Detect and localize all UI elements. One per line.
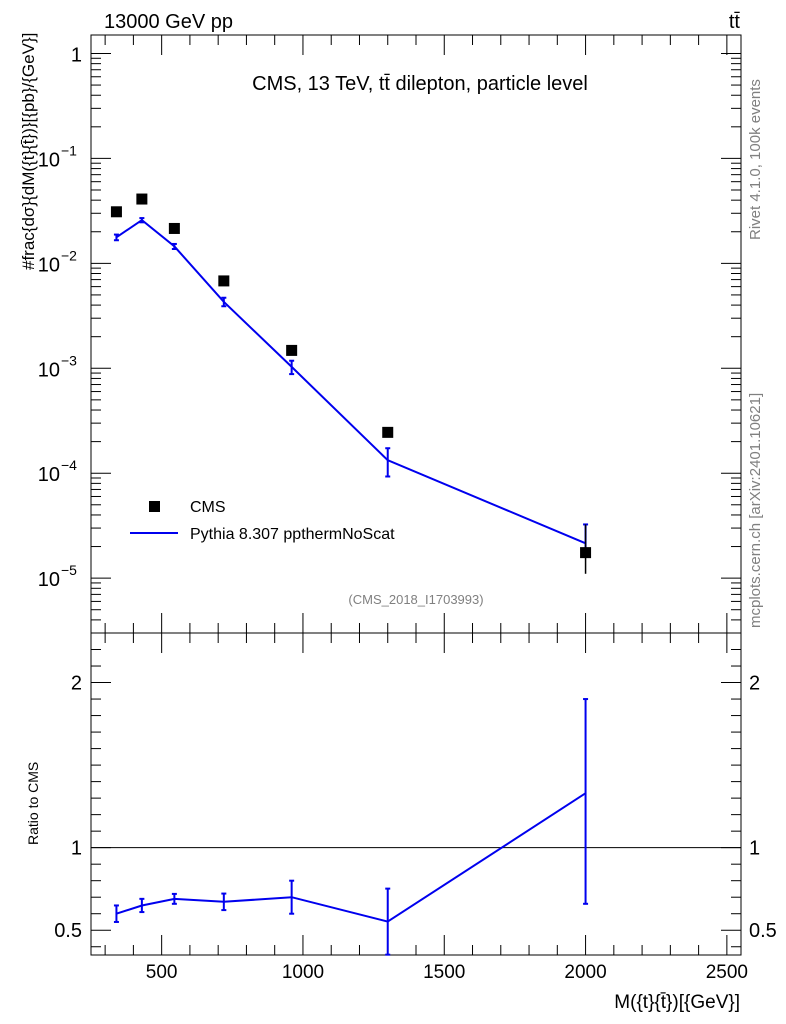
ratio-x-tick-label: 1500	[423, 962, 465, 983]
cms-point	[168, 222, 180, 234]
main-y-tick-label: 10	[38, 254, 60, 276]
ratio-panel: 0.5 0.5 1 1 2 2 500 1000 1500 2000 2500 Ratio to …	[25, 632, 777, 1013]
ratio-y-tick-label-right: 1	[749, 838, 760, 860]
main-y-tick-label: 10	[38, 149, 60, 171]
legend-cms-label: CMS	[190, 499, 226, 516]
header-left-label: 13000 GeV pp	[104, 11, 233, 33]
ratio-y-tick-label-left: 0.5	[54, 920, 82, 942]
ratio-x-tick-label: 1000	[282, 962, 324, 983]
ratio-x-axis: 500 1000 1500 2000 2500	[104, 633, 748, 983]
ratio-y-tick-label-right: 2	[749, 673, 760, 695]
main-series-group	[110, 193, 592, 574]
ratio-y-tick-label-left: 1	[71, 838, 82, 860]
ratio-frame	[90, 632, 742, 956]
cms-point	[286, 344, 298, 356]
legend: CMS Pythia 8.307 ppthermNoScat	[130, 499, 395, 543]
ratio-y-tick-label-left: 2	[71, 673, 82, 695]
rivet-version-label: Rivet 4.1.0, 100k events	[747, 79, 764, 240]
ratio-x-tick-label: 2000	[564, 962, 606, 983]
main-title: CMS, 13 TeV, tt̄ dilepton, particle leve…	[252, 73, 588, 95]
ratio-y-label: Ratio to CMS	[25, 762, 41, 845]
main-y-label: #frac{dσ}{dM({t}{t̄})}[{pb}/{GeV}]	[19, 33, 38, 270]
cms-point	[580, 547, 592, 559]
mc-line	[115, 218, 586, 545]
main-y-tick-exponent: −1	[61, 142, 77, 158]
main-frame	[90, 34, 742, 634]
ratio-series-group	[91, 698, 741, 956]
main-y-tick-label: 10	[38, 464, 60, 486]
main-y-tick-label: 1	[71, 44, 82, 66]
main-x-ticks	[104, 35, 728, 633]
ratio-x-tick-label: 500	[146, 962, 178, 983]
analysis-tag: (CMS_2018_I1703993)	[348, 592, 483, 607]
main-y-tick-exponent: −4	[61, 457, 77, 473]
ratio-y-tick-label-right: 0.5	[749, 920, 777, 942]
cms-point	[218, 275, 230, 287]
cms-point	[136, 193, 148, 205]
main-y-tick-label: 10	[38, 359, 60, 381]
cms-point	[110, 206, 122, 218]
legend-mc-label: Pythia 8.307 ppthermNoScat	[190, 526, 395, 543]
source-label: mcplots.cern.ch [arXiv:2401.10621]	[747, 393, 764, 628]
main-y-tick-exponent: −2	[61, 247, 77, 263]
main-y-tick-exponent: −5	[61, 562, 77, 578]
legend-cms-marker	[149, 501, 160, 512]
header-right-label: tt̄	[729, 11, 741, 33]
main-y-tick-exponent: −3	[61, 352, 77, 368]
x-axis-label: M({t}{t̄})[{GeV}]	[614, 992, 740, 1013]
ratio-y-axis: 0.5 0.5 1 1 2 2	[54, 649, 777, 948]
main-y-tick-label: 10	[38, 569, 60, 591]
main-panel: 10 −510 −410 −310 −210 −11 CMS, 13 TeV, tt̄ d…	[19, 33, 742, 634]
ratio-mc-line	[116, 792, 587, 923]
cms-point	[382, 426, 394, 438]
main-y-axis: 10 −510 −410 −310 −210 −11	[38, 44, 741, 634]
ratio-x-tick-label: 2500	[706, 962, 748, 983]
